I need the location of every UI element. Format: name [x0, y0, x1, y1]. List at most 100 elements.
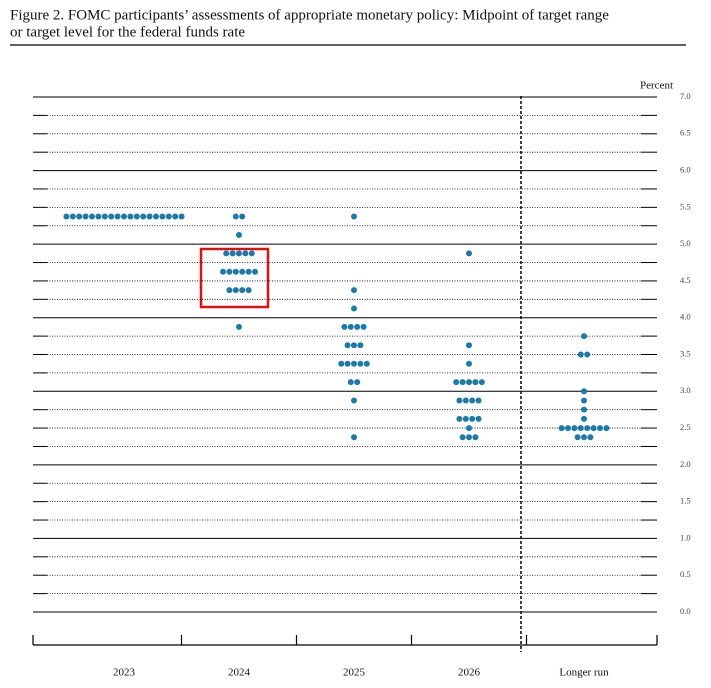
dot: [466, 250, 472, 257]
dot: [354, 379, 361, 386]
dot: [159, 213, 166, 220]
dot: [178, 213, 185, 220]
dot: [341, 323, 348, 330]
dot: [456, 415, 463, 422]
dot: [574, 434, 581, 441]
dot: [466, 425, 472, 432]
x-tick-label: Longer run: [559, 667, 609, 679]
dot: [239, 213, 246, 220]
y-tick-label: 2.0: [680, 459, 691, 469]
y-tick-label: 6.5: [680, 128, 691, 138]
dot: [459, 379, 466, 386]
dot: [351, 287, 357, 294]
dot: [581, 415, 587, 422]
dot: [565, 425, 571, 432]
x-tick-label: 2024: [228, 667, 251, 679]
dot: [472, 379, 479, 386]
dot: [338, 360, 345, 367]
dot: [236, 250, 242, 257]
dot: [581, 388, 587, 395]
dot: [121, 213, 127, 220]
dot: [354, 323, 361, 330]
dot: [127, 213, 134, 220]
dot: [226, 268, 233, 275]
dot: [466, 360, 472, 367]
dot: [351, 397, 357, 404]
dot: [76, 213, 83, 220]
dot: [363, 360, 370, 367]
dot: [581, 406, 587, 413]
dot: [344, 360, 351, 367]
dot: [581, 333, 587, 340]
x-tick-label: 2026: [458, 667, 481, 679]
dot: [571, 425, 578, 432]
y-tick-label: 4.0: [680, 312, 691, 322]
dot: [89, 213, 95, 220]
dot: [466, 342, 472, 349]
dot: [590, 425, 597, 432]
dot: [587, 434, 594, 441]
dot: [456, 397, 463, 404]
dot: [239, 287, 246, 294]
dot: [475, 415, 482, 422]
dot: [351, 213, 357, 220]
title-line: Figure 2. FOMC participants’ assessments…: [10, 7, 609, 23]
dot: [236, 231, 242, 238]
dot: [232, 213, 239, 220]
y-tick-label: 2.5: [680, 422, 691, 432]
dot: [462, 415, 469, 422]
dot: [357, 360, 364, 367]
y-tick-label: 1.5: [680, 496, 691, 506]
dot: [172, 213, 179, 220]
dot: [453, 379, 460, 386]
y-tick-label: 1.0: [680, 532, 691, 542]
dot: [82, 213, 89, 220]
dot: [232, 287, 239, 294]
y-tick-label: 3.5: [680, 348, 691, 358]
dot: [558, 425, 565, 432]
dot: [347, 323, 354, 330]
dot: [351, 342, 357, 349]
dot: [475, 397, 482, 404]
dot: [242, 250, 249, 257]
dot: [597, 425, 603, 432]
dot: [95, 213, 102, 220]
dot: [248, 250, 255, 257]
dot: [469, 397, 476, 404]
dot: [466, 379, 472, 386]
highlight-box: [199, 247, 270, 309]
dot: [344, 342, 351, 349]
y-tick-label: 4.5: [680, 275, 691, 285]
y-tick-label: 5.0: [680, 238, 691, 248]
dot: [351, 305, 357, 312]
dot: [351, 434, 357, 441]
dot: [226, 287, 233, 294]
dot: [347, 379, 354, 386]
dot: [252, 268, 258, 275]
y-tick-label: 6.0: [680, 165, 691, 175]
dot: [357, 342, 364, 349]
dot: [101, 213, 108, 220]
dot: [133, 213, 140, 220]
dot: [466, 434, 472, 441]
dot: [223, 250, 230, 257]
dot: [114, 213, 121, 220]
dot: [581, 434, 587, 441]
dot: [236, 323, 242, 330]
dot: [146, 213, 153, 220]
dot: [108, 213, 115, 220]
dot: [581, 397, 587, 404]
dot: [472, 434, 479, 441]
dot: [469, 415, 476, 422]
dot: [140, 213, 147, 220]
dot: [351, 360, 357, 367]
dot: [232, 268, 239, 275]
dot: [63, 213, 70, 220]
dot: [603, 425, 610, 432]
dot: [459, 434, 466, 441]
x-tick-label: 2023: [113, 667, 136, 679]
dot: [229, 250, 236, 257]
title-line: or target level for the federal funds ra…: [10, 24, 245, 40]
